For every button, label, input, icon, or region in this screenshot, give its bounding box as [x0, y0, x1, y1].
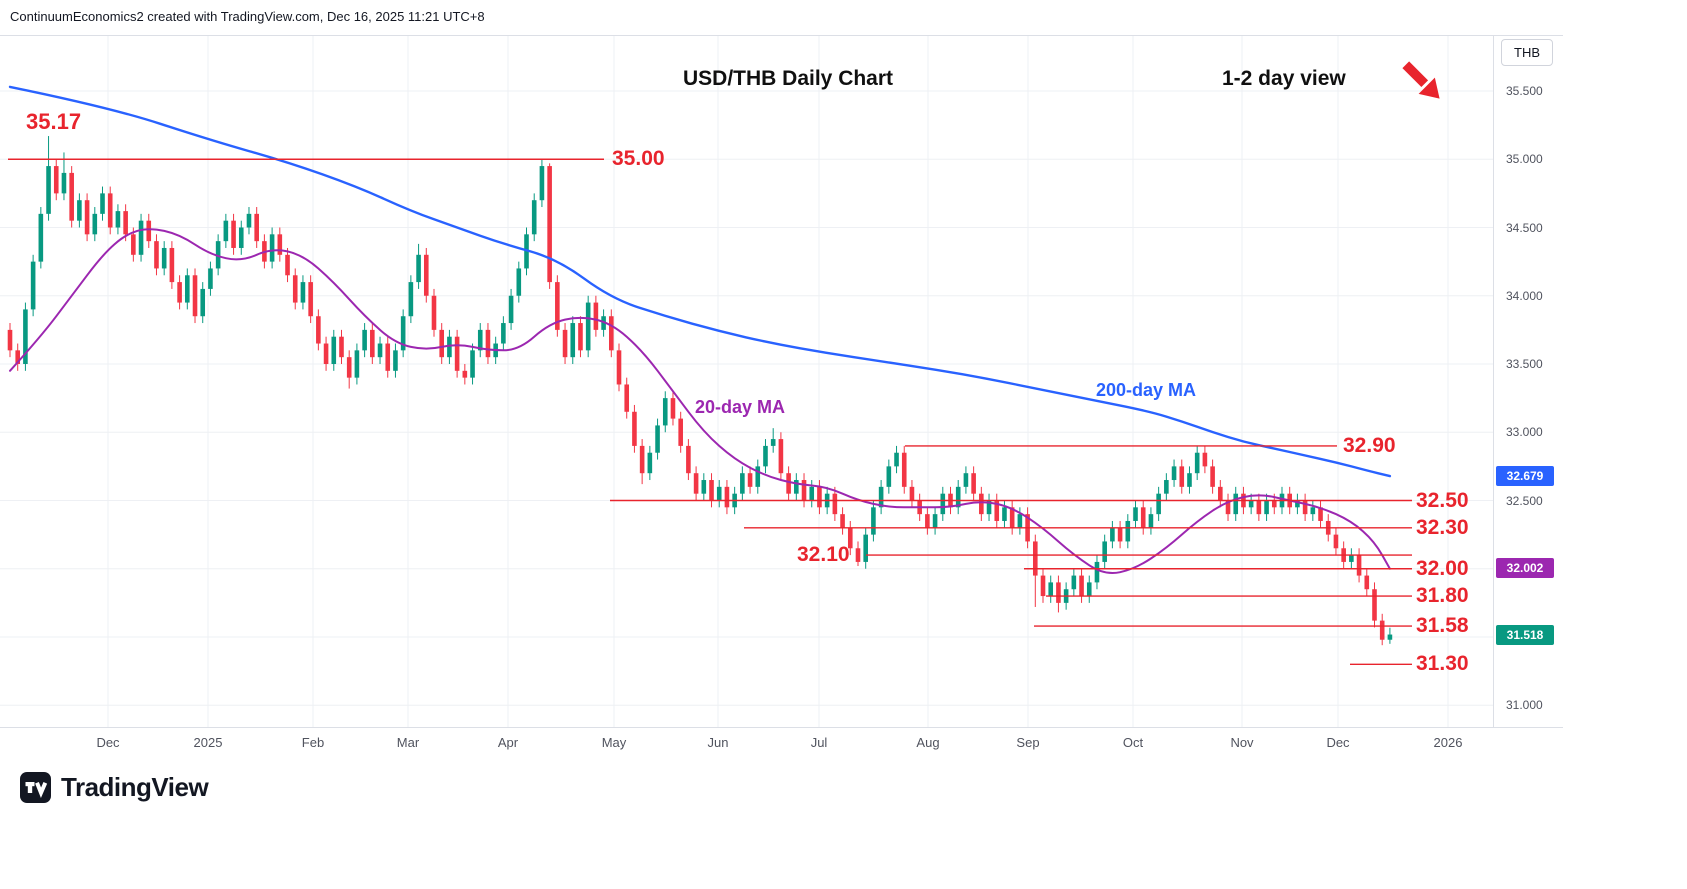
- time-axis-label: Feb: [301, 735, 325, 750]
- time-axis-label: 2026: [1433, 735, 1463, 750]
- price-axis[interactable]: THB 35.500 35.000 34.500 34.000 33.500 33.000…: [1493, 35, 1563, 727]
- price-axis-label: 35.500: [1506, 84, 1543, 98]
- time-axis-label: 2025: [193, 735, 223, 750]
- time-axis-label: Aug: [916, 735, 940, 750]
- tradingview-footer: TradingView: [20, 772, 209, 803]
- price-axis-label: 31.000: [1506, 698, 1543, 713]
- price-axis-label: 33.500: [1506, 357, 1543, 371]
- price-axis-label: 32.500: [1506, 493, 1543, 508]
- grid-layer: [0, 36, 1493, 728]
- time-axis-label: Dec: [96, 735, 120, 750]
- time-axis-label: Sep: [1016, 735, 1040, 750]
- time-axis-label: Dec: [1326, 735, 1350, 750]
- time-axis-label: May: [601, 735, 627, 750]
- price-axis-label: 35.000: [1506, 152, 1543, 167]
- ma200-line: [8, 85, 1392, 478]
- time-axis-label: Jul: [810, 735, 828, 750]
- chart-pane[interactable]: 35.17 USD/THB Daily Chart 1-2 day view 2…: [0, 35, 1493, 728]
- price-axis-label: 34.500: [1506, 220, 1543, 235]
- time-axis[interactable]: Dec 2025 Feb Mar Apr May Jun Jul Aug Sep Oct Nov Dec…: [0, 727, 1563, 760]
- chart-canvas[interactable]: [0, 36, 1493, 728]
- tradingview-logo-icon[interactable]: [20, 772, 51, 803]
- levels-layer: [8, 158, 1412, 665]
- ma20-line: [9, 228, 1391, 575]
- time-axis-label: Nov: [1230, 735, 1254, 750]
- time-axis-label: Mar: [396, 735, 420, 750]
- symbol-currency-button[interactable]: THB: [1501, 39, 1553, 66]
- time-axis-label: Oct: [1122, 735, 1144, 750]
- price-axis-label: 34.000: [1506, 288, 1543, 303]
- attribution-text: ContinuumEconomics2 created with Trading…: [10, 9, 485, 24]
- last-price-badge: 31.518: [1496, 624, 1554, 645]
- time-axis-label: Apr: [497, 735, 519, 750]
- tradingview-wordmark[interactable]: TradingView: [61, 772, 209, 802]
- ma200-value-badge: 32.679: [1496, 466, 1554, 487]
- ma-layer: [8, 85, 1392, 575]
- price-axis-label: 33.000: [1506, 425, 1543, 440]
- time-axis-label: Jun: [707, 735, 729, 750]
- ma20-value-badge: 32.002: [1496, 558, 1554, 579]
